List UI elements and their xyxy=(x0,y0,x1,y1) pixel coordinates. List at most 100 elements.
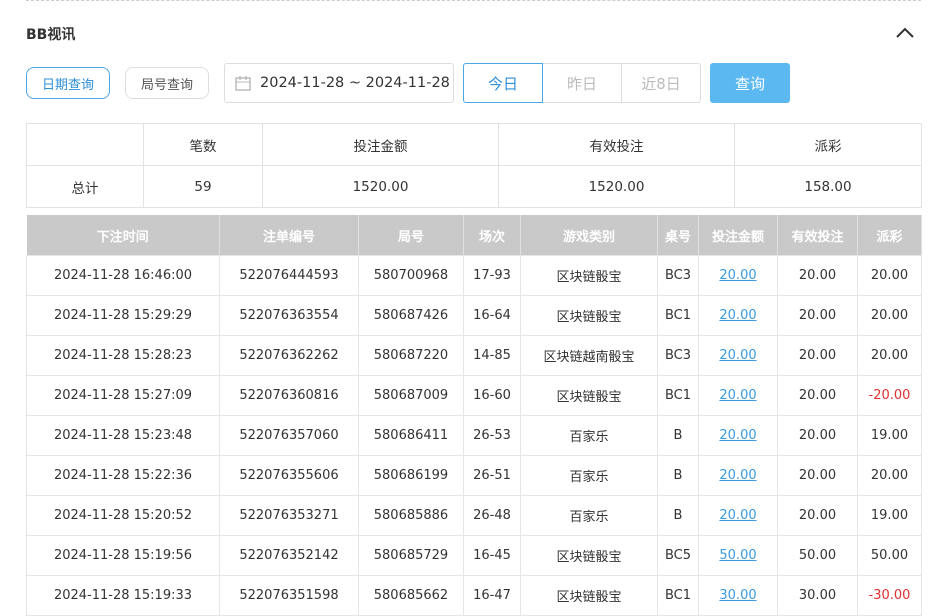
header-cell: 派彩 xyxy=(857,215,922,256)
cell: 522076357060 xyxy=(219,415,359,456)
cell: BC5 xyxy=(657,535,699,576)
cell: 26-53 xyxy=(463,415,521,456)
cell: 16-64 xyxy=(463,295,521,336)
divider xyxy=(26,0,921,1)
cell: 20.00 xyxy=(857,335,922,376)
cell: 百家乐 xyxy=(520,455,658,496)
cell: 19.00 xyxy=(857,495,922,536)
cell: 百家乐 xyxy=(520,495,658,536)
header-cell: 投注金额 xyxy=(262,123,499,166)
cell: 522076363554 xyxy=(219,295,359,336)
header-cell: 派彩 xyxy=(734,123,922,166)
bet-link[interactable]: 50.00 xyxy=(698,535,778,576)
bet-link[interactable]: 20.00 xyxy=(698,415,778,456)
tab[interactable]: 日期查询 xyxy=(26,67,110,99)
header-cell: 局号 xyxy=(358,215,464,256)
cell: 580686199 xyxy=(358,455,464,496)
cell: 2024-11-28 16:46:00 xyxy=(26,255,220,296)
table-row: 2024-11-28 15:19:56 522076352142 580685729… xyxy=(26,535,922,576)
header-cell: 有效投注 xyxy=(777,215,858,256)
header-cell: 投注金额 xyxy=(698,215,778,256)
quick-range[interactable]: 近8日 xyxy=(622,63,701,103)
cell: 区块链骰宝 xyxy=(520,575,658,616)
cell: 区块链骰宝 xyxy=(520,375,658,416)
tab[interactable]: 局号查询 xyxy=(125,67,209,99)
cell: 20.00 xyxy=(857,295,922,336)
bet-link[interactable]: 20.00 xyxy=(698,455,778,496)
cell: 20.00 xyxy=(777,335,858,376)
header-cell: 桌号 xyxy=(657,215,699,256)
cell: 20.00 xyxy=(777,495,858,536)
bet-link[interactable]: 20.00 xyxy=(698,495,778,536)
quick-range[interactable]: 昨日 xyxy=(543,63,622,103)
cell: 20.00 xyxy=(857,455,922,496)
cell: 580685729 xyxy=(358,535,464,576)
bet-link[interactable]: 20.00 xyxy=(698,295,778,336)
quick-range[interactable]: 今日 xyxy=(463,63,543,103)
summary-table: 笔数 投注金额 有效投注 派彩 总计 59 1520.00 1520.00 158.00 xyxy=(26,123,922,208)
cell: B xyxy=(657,415,699,456)
cell: 580700968 xyxy=(358,255,464,296)
cell: 17-93 xyxy=(463,255,521,296)
cell: 580687426 xyxy=(358,295,464,336)
summary-row: 总计 59 1520.00 1520.00 158.00 xyxy=(26,165,922,208)
cell: 2024-11-28 15:19:56 xyxy=(26,535,220,576)
cell: 522076360816 xyxy=(219,375,359,416)
date-range: 2024-11-28 ~ 2024-11-28 xyxy=(260,75,450,91)
table-row: 2024-11-28 15:19:33 522076351598 580685662… xyxy=(26,575,922,616)
header-cell: 游戏类别 xyxy=(520,215,658,256)
cell: 580687220 xyxy=(358,335,464,376)
cell: 20.00 xyxy=(777,255,858,296)
cell: 580685886 xyxy=(358,495,464,536)
cell: 580687009 xyxy=(358,375,464,416)
cell: 522076362262 xyxy=(219,335,359,376)
cell: 20.00 xyxy=(777,295,858,336)
bet-link[interactable]: 20.00 xyxy=(698,335,778,376)
cell: 2024-11-28 15:19:33 xyxy=(26,575,220,616)
cell: 522076444593 xyxy=(219,255,359,296)
table-row: 2024-11-28 15:23:48 522076357060 580686411… xyxy=(26,415,922,456)
cell: 19.00 xyxy=(857,415,922,456)
cell: B xyxy=(657,455,699,496)
header-cell: 下注时间 xyxy=(26,215,220,256)
cell: 20.00 xyxy=(777,455,858,496)
cell: -20.00 xyxy=(857,375,922,416)
cell: BC1 xyxy=(657,575,699,616)
bet-link[interactable]: 20.00 xyxy=(698,375,778,416)
cell: 26-48 xyxy=(463,495,521,536)
table-row: 2024-11-28 15:28:23 522076362262 580687220… xyxy=(26,335,922,376)
cell: -30.00 xyxy=(857,575,922,616)
header-cell xyxy=(26,123,144,166)
table-row: 2024-11-28 15:29:29 522076363554 580687426… xyxy=(26,295,922,336)
query-button[interactable]: 查询 xyxy=(710,63,790,103)
table-row: 2024-11-28 15:27:09 522076360816 580687009… xyxy=(26,375,922,416)
cell: 158.00 xyxy=(734,165,922,208)
cell: BC1 xyxy=(657,375,699,416)
section-title: BB视讯 xyxy=(26,27,76,43)
header-cell: 注单编号 xyxy=(219,215,359,256)
cell: 26-51 xyxy=(463,455,521,496)
collapse-icon[interactable] xyxy=(894,24,916,40)
cell: 区块链越南骰宝 xyxy=(520,335,658,376)
cell: 30.00 xyxy=(777,575,858,616)
bet-link[interactable]: 30.00 xyxy=(698,575,778,616)
bet-link[interactable]: 20.00 xyxy=(698,255,778,296)
detail-table: 下注时间 注单编号 局号 场次 游戏类别 桌号 投注金额 有效投注 派彩 2024-11-28 1… xyxy=(26,215,922,616)
summary-header: 笔数 投注金额 有效投注 派彩 xyxy=(26,123,922,166)
cell: 522076353271 xyxy=(219,495,359,536)
cell: B xyxy=(657,495,699,536)
cell: 580685662 xyxy=(358,575,464,616)
header-cell: 场次 xyxy=(463,215,521,256)
cell: 522076355606 xyxy=(219,455,359,496)
cell: 20.00 xyxy=(857,255,922,296)
cell: 2024-11-28 15:28:23 xyxy=(26,335,220,376)
cell: 2024-11-28 15:29:29 xyxy=(26,295,220,336)
table-row: 2024-11-28 15:20:52 522076353271 580685886… xyxy=(26,495,922,536)
date-picker[interactable]: 2024-11-28 ~ 2024-11-28 xyxy=(224,63,454,103)
cell: 14-85 xyxy=(463,335,521,376)
cell: 16-60 xyxy=(463,375,521,416)
cell: BC3 xyxy=(657,255,699,296)
cell: 区块链骰宝 xyxy=(520,295,658,336)
table-row: 2024-11-28 16:46:00 522076444593 580700968… xyxy=(26,255,922,296)
cell: 1520.00 xyxy=(498,165,735,208)
